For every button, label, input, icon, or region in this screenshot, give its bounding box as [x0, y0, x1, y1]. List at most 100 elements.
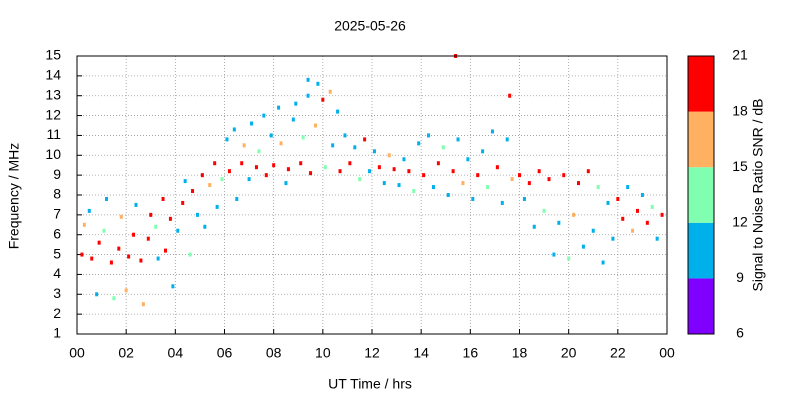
data-point — [262, 113, 266, 118]
y-axis-label: Frequency / MHz — [6, 143, 22, 250]
data-point — [127, 254, 131, 259]
data-point — [353, 145, 357, 150]
data-point — [471, 196, 475, 201]
data-point — [306, 93, 310, 98]
y-tick-label: 14 — [45, 67, 61, 83]
data-point — [181, 200, 185, 205]
x-tick-label: 22 — [610, 345, 626, 361]
data-point — [139, 258, 143, 263]
data-point — [431, 185, 435, 190]
data-point — [119, 214, 123, 219]
data-point — [240, 161, 244, 166]
data-point — [567, 256, 571, 261]
y-tick-label: 12 — [45, 106, 61, 122]
data-point — [247, 177, 251, 182]
data-point — [149, 212, 153, 217]
data-point — [466, 157, 470, 162]
colorbar-tick-label: 15 — [732, 158, 748, 174]
data-point — [387, 153, 391, 158]
data-point — [87, 208, 91, 213]
data-point — [277, 105, 281, 110]
data-point — [269, 133, 273, 138]
colorbar-segment — [688, 222, 714, 279]
data-point — [451, 169, 455, 174]
data-point — [161, 196, 165, 201]
data-point — [481, 149, 485, 154]
data-point — [586, 169, 590, 174]
colorbar-tick-label: 18 — [732, 102, 748, 118]
data-point — [291, 117, 295, 122]
data-point — [257, 149, 261, 154]
colorbar-tick-label: 21 — [732, 47, 748, 63]
x-tick-label: 16 — [463, 345, 479, 361]
data-point — [105, 196, 108, 201]
data-point — [547, 177, 551, 182]
data-point — [225, 137, 229, 142]
data-point — [611, 236, 615, 241]
colorbar-segment — [688, 111, 714, 168]
data-point — [397, 183, 401, 188]
data-point — [522, 196, 526, 201]
data-point — [427, 133, 431, 138]
y-tick-label: 1 — [53, 325, 61, 341]
data-point — [372, 149, 376, 154]
data-point — [527, 181, 531, 186]
data-point — [358, 177, 362, 182]
x-tick-label: 08 — [266, 345, 282, 361]
data-point — [377, 165, 381, 170]
y-tick-label: 8 — [53, 186, 61, 202]
data-point — [596, 185, 600, 190]
x-tick-label: 00 — [659, 345, 675, 361]
data-point — [154, 224, 158, 229]
data-point — [232, 127, 236, 132]
x-tick-label: 18 — [512, 345, 528, 361]
data-point — [510, 177, 514, 182]
plot-frame — [76, 55, 668, 335]
data-point — [141, 302, 145, 307]
data-point — [97, 240, 101, 245]
data-point — [640, 193, 644, 197]
data-point — [321, 97, 325, 102]
data-point — [316, 81, 320, 86]
y-tick-label: 15 — [45, 47, 61, 63]
data-point — [215, 204, 219, 209]
data-point — [301, 135, 305, 140]
x-tick-label: 10 — [315, 345, 331, 361]
data-point — [508, 93, 512, 98]
data-point — [90, 256, 94, 261]
data-point — [422, 173, 426, 178]
data-point — [146, 236, 150, 241]
data-point — [645, 220, 649, 225]
data-point — [208, 183, 212, 188]
data-point — [495, 165, 499, 170]
data-point — [328, 89, 332, 94]
data-point — [284, 181, 288, 186]
data-point — [227, 169, 231, 174]
data-point — [235, 196, 239, 201]
data-point — [655, 236, 659, 241]
data-point — [392, 167, 396, 172]
data-point — [382, 181, 386, 186]
data-point — [112, 296, 116, 301]
data-point — [313, 123, 317, 128]
colorbar-label: Signal to Noise Ratio SNR / dB — [750, 99, 766, 292]
data-point — [476, 173, 480, 178]
data-point — [601, 260, 605, 265]
colorbar-segment — [688, 167, 714, 223]
x-tick-label: 04 — [168, 345, 184, 361]
data-point — [279, 141, 283, 146]
data-point — [188, 252, 192, 257]
colorbar-tick-label: 9 — [736, 269, 744, 285]
data-point — [581, 244, 585, 249]
data-point — [436, 161, 440, 166]
data-point — [557, 220, 561, 225]
data-point — [338, 169, 342, 174]
data-point — [537, 169, 541, 174]
data-point — [95, 292, 99, 297]
data-point — [461, 181, 465, 186]
data-point — [626, 185, 630, 190]
data-point — [134, 202, 138, 207]
data-point — [117, 246, 121, 251]
chart-title: 2025-05-26 — [334, 18, 406, 34]
